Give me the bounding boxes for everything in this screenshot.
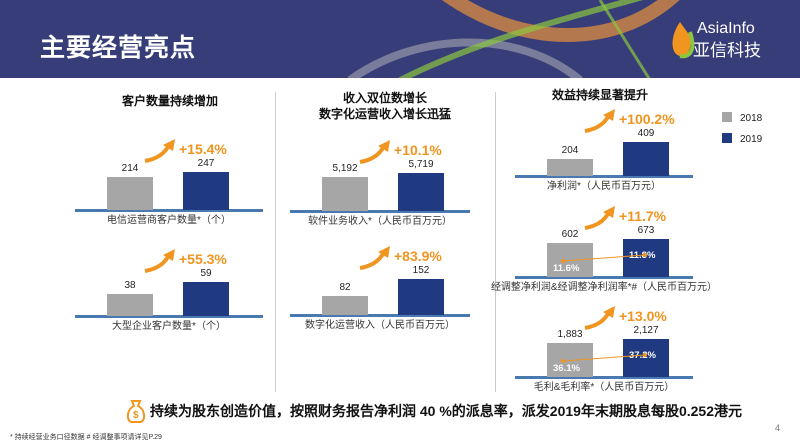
chart-panel: 82 152 +83.9% 数字化运营收入（人民币百万元） [290,235,470,331]
growth-percent: +55.3% [179,251,227,267]
bar-2019 [623,239,669,277]
bar-value-label: 59 [200,268,212,279]
chart-label: 经调整净利润&经调整净利润率*#（人民币百万元） [490,282,718,293]
page-number: 4 [775,423,781,433]
dividend-note: 持续为股东创造价值，按照财务报告净利润 40 %的派息率，派发2019年末期股息… [150,403,742,419]
chart-label: 电信运营商客户数量*（个） [107,215,231,226]
bar-2018 [107,177,153,210]
chart-baseline [290,210,470,213]
legend-item-2018: 2018 [722,112,762,125]
growth-arrow-icon [584,306,615,330]
rate-trend-line [561,253,647,263]
section-title-customers: 客户数量持续增加 [121,94,218,108]
chart-baseline [515,376,693,379]
footnote: * 持续经营业务口径数据 # 经调整事项请详见P.29 [10,434,162,441]
rate-label: 36.1% [553,363,580,374]
section-title-profit: 效益持续显著提升 [551,88,648,102]
svg-text:$: $ [133,410,139,421]
bar-value-label: 409 [637,128,655,139]
chart-baseline [75,209,263,212]
chart-label: 大型企业客户数量*（个） [112,321,226,332]
growth-arrow-icon [359,246,390,270]
bar-2018 [322,295,368,315]
chart-panel: 38 59 +55.3% 大型企业客户数量*（个） [75,236,263,332]
chart-panel: 5,192 5,719 +10.1% 软件业务收入*（人民币百万元） [290,131,470,227]
bar-value-label: 2,127 [633,325,659,336]
bar-value-label: 247 [197,158,215,169]
chart-baseline [290,314,470,317]
bar-value-label: 673 [637,225,655,236]
decorative-waves [347,0,680,78]
growth-arrow-icon [144,139,175,163]
bar-value-label: 5,192 [332,162,358,174]
bar-value-label: 602 [561,229,579,241]
chart-panel: 1,883 36.1% 2,127 37.2% +13.0% 毛利&毛利率*（人民币百万元… [515,297,693,393]
bar-value-label: 204 [561,145,579,157]
bar-2019 [623,142,669,176]
chart-label: 数字化运营收入（人民币百万元） [305,320,455,331]
growth-arrow-icon [584,109,615,133]
growth-percent: +100.2% [619,111,675,127]
growth-arrow-icon [359,140,390,164]
column-divider [495,92,496,392]
bar-2018 [107,294,153,316]
chart-panel: 214 247 +15.4% 电信运营商客户数量*（个） [75,130,263,226]
growth-arrow-icon [144,249,175,273]
logo-text-en: AsiaInfo [697,20,755,37]
bar-value-label: 1,883 [557,329,583,341]
section-title-revenue: 收入双位数增长 数字化运营收入增长迅猛 [318,91,451,121]
rate-label: 11.6% [553,263,580,274]
bar-2018 [547,159,593,176]
legend-swatch [722,133,732,143]
money-bag-icon: $ [126,400,146,423]
growth-arrow-icon [584,206,615,230]
growth-percent: +10.1% [394,142,442,158]
chart-baseline [515,276,693,279]
chart-label: 软件业务收入*（人民币百万元） [308,216,452,227]
asiainfo-logo-icon [672,22,695,59]
chart-label: 净利润*（人民币百万元） [547,181,661,192]
header-banner: 主要经营亮点 AsiaInfo 亚信科技 [0,0,800,78]
legend-swatch [722,112,732,122]
bar-2018 [322,176,368,211]
bar-value-label: 152 [412,265,430,276]
rate-trend-line [561,353,647,363]
column-divider [275,92,276,392]
bar-2019 [183,282,229,316]
legend-label: 2018 [740,113,763,124]
bar-value-label: 82 [339,281,351,293]
bar-2019 [623,339,669,377]
chart-baseline [75,315,263,318]
bar-value-label: 5,719 [408,159,434,170]
bar-value-label: 38 [124,280,136,292]
growth-percent: +83.9% [394,248,442,264]
bar-2019 [398,279,444,315]
bar-2019 [398,173,444,211]
chart-baseline [515,175,693,178]
legend-item-2019: 2019 [722,133,762,146]
chart-label: 毛利&毛利率*（人民币百万元） [533,382,675,393]
legend-label: 2019 [740,134,763,145]
bar-2019 [183,172,229,210]
growth-percent: +11.7% [619,208,667,224]
chart-panel: 204 409 +100.2% 净利润*（人民币百万元） [515,96,693,192]
chart-panel: 602 11.6% 673 11.8% +11.7% 经调整净利润&经调整净利润率*#（人… [491,197,717,293]
bar-value-label: 214 [121,163,139,175]
logo-text-cn: 亚信科技 [693,41,761,60]
growth-percent: +13.0% [619,308,667,324]
page-title: 主要经营亮点 [40,34,197,62]
growth-percent: +15.4% [179,141,227,157]
